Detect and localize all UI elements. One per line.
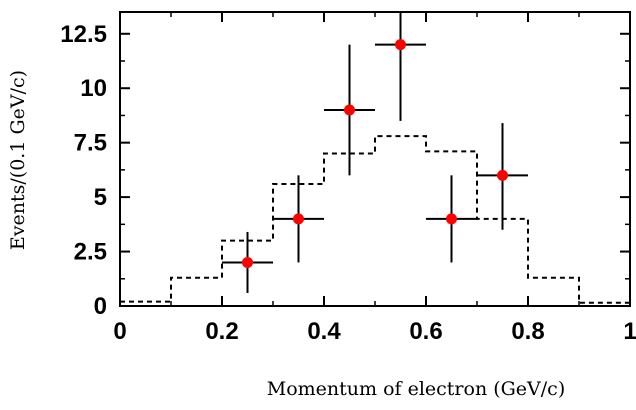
y-tick-label: 2.5 — [74, 239, 107, 266]
data-marker — [446, 213, 457, 225]
data-marker — [293, 213, 304, 225]
x-tick-label: 0 — [113, 318, 126, 345]
x-axis-title: Momentum of electron (GeV/c) — [267, 378, 565, 400]
y-tick-label: 10 — [80, 75, 107, 102]
data-marker — [344, 104, 355, 116]
data-point-2 — [273, 175, 324, 263]
x-tick-label: 0.2 — [205, 318, 238, 345]
x-tick-label: 0.6 — [409, 318, 442, 345]
data-point-3 — [324, 44, 375, 176]
x-tick-label: 1 — [623, 318, 636, 345]
y-tick-label: 12.5 — [60, 21, 107, 48]
plot-frame — [119, 11, 631, 307]
y-axis-title: Events/(0.1 GeV/c) — [7, 70, 29, 250]
histogram-line — [120, 135, 630, 304]
y-tick-label: 0 — [94, 293, 107, 320]
data-point-4 — [375, 12, 426, 121]
x-tick-label: 0.4 — [307, 318, 341, 345]
x-tick-label: 0.8 — [511, 318, 544, 345]
data-marker — [395, 39, 406, 51]
data-point-5 — [426, 175, 477, 263]
y-tick-label: 5 — [94, 184, 107, 211]
data-point-1 — [222, 231, 273, 293]
data-marker — [497, 169, 508, 181]
y-tick-label: 7.5 — [74, 130, 107, 157]
data-marker — [242, 256, 253, 268]
data-point-6 — [477, 123, 528, 230]
